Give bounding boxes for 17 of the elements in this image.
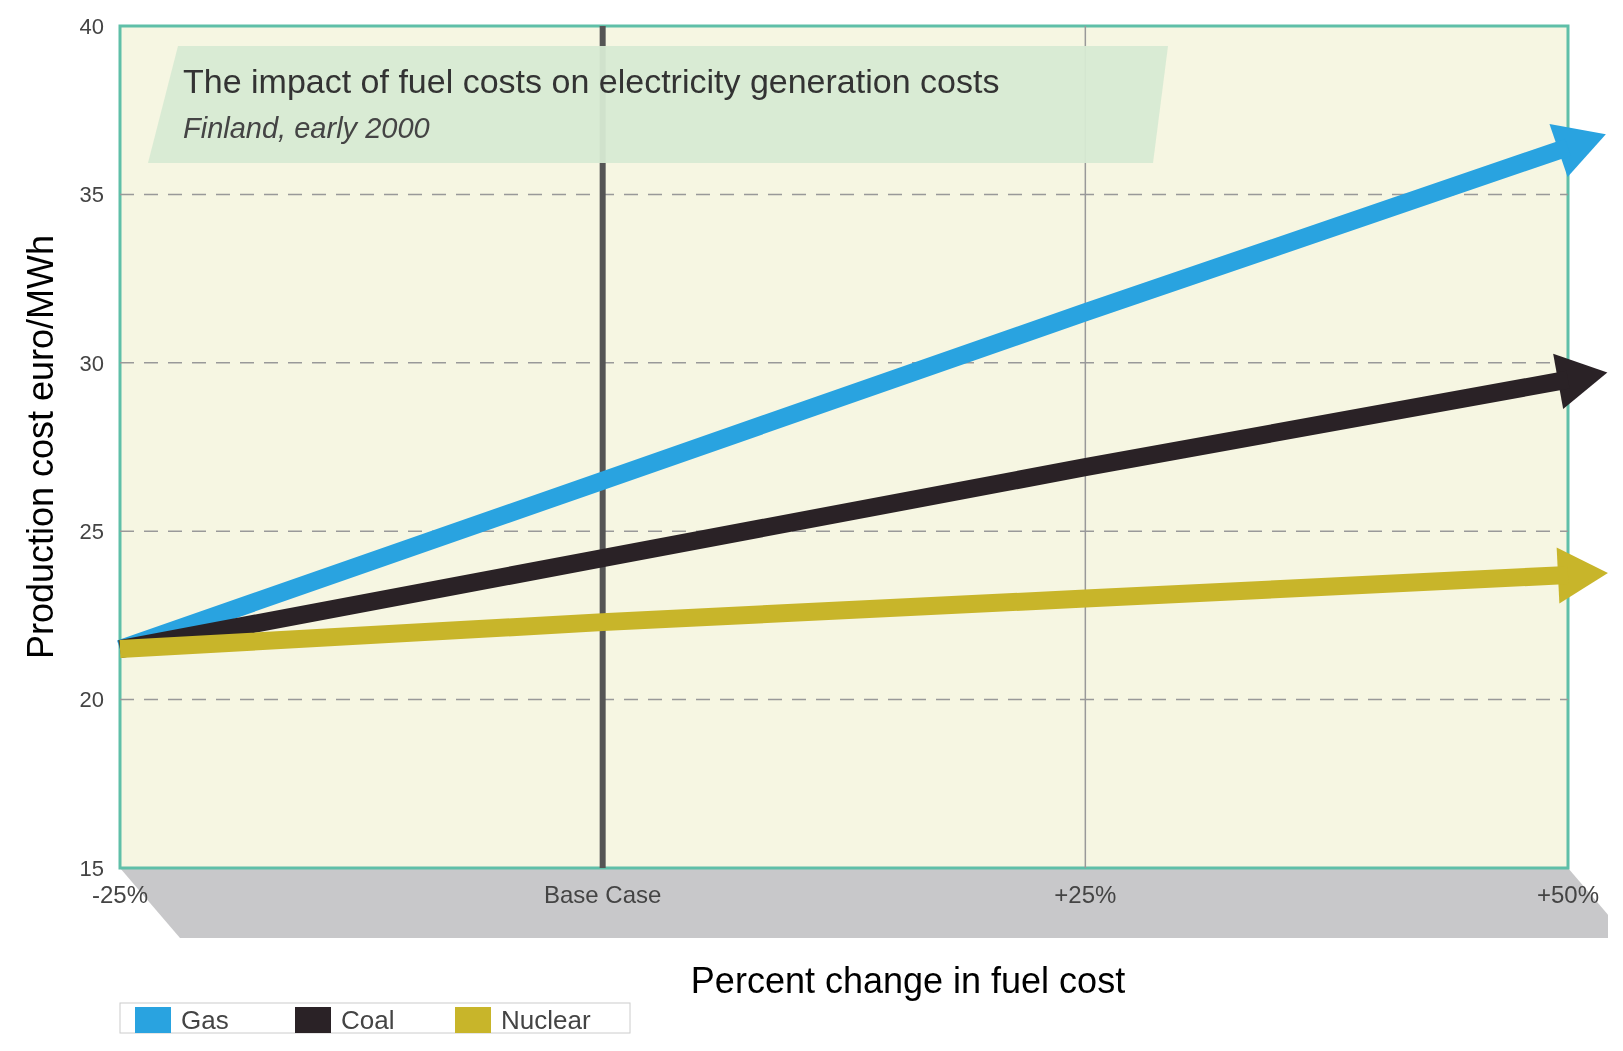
y-tick-label: 40: [79, 13, 104, 39]
x-tick-label: Base Case: [543, 881, 662, 908]
y-tick-label: 30: [79, 350, 104, 376]
text: Finland, early 2000: [183, 112, 430, 144]
legend-label: Nuclear: [501, 1005, 591, 1035]
y-tick-label: 20: [79, 687, 104, 713]
legend-label: Coal: [341, 1005, 395, 1035]
x-tick-label: +25%: [1054, 881, 1117, 908]
y-tick-label: 35: [79, 182, 104, 208]
legend-label: Gas: [181, 1005, 229, 1035]
y-axis-title: Production cost euro/MWh: [20, 234, 61, 660]
x-tick-label: -25%: [91, 881, 149, 908]
text: The impact of fuel costs on electricity generation costs: [183, 62, 1000, 100]
y-tick-label: 25: [79, 518, 104, 544]
y-tick-label: 15: [79, 855, 104, 881]
x-tick-label: +50%: [1536, 881, 1600, 908]
x-axis-title: Percent change in fuel cost: [690, 960, 1126, 1001]
